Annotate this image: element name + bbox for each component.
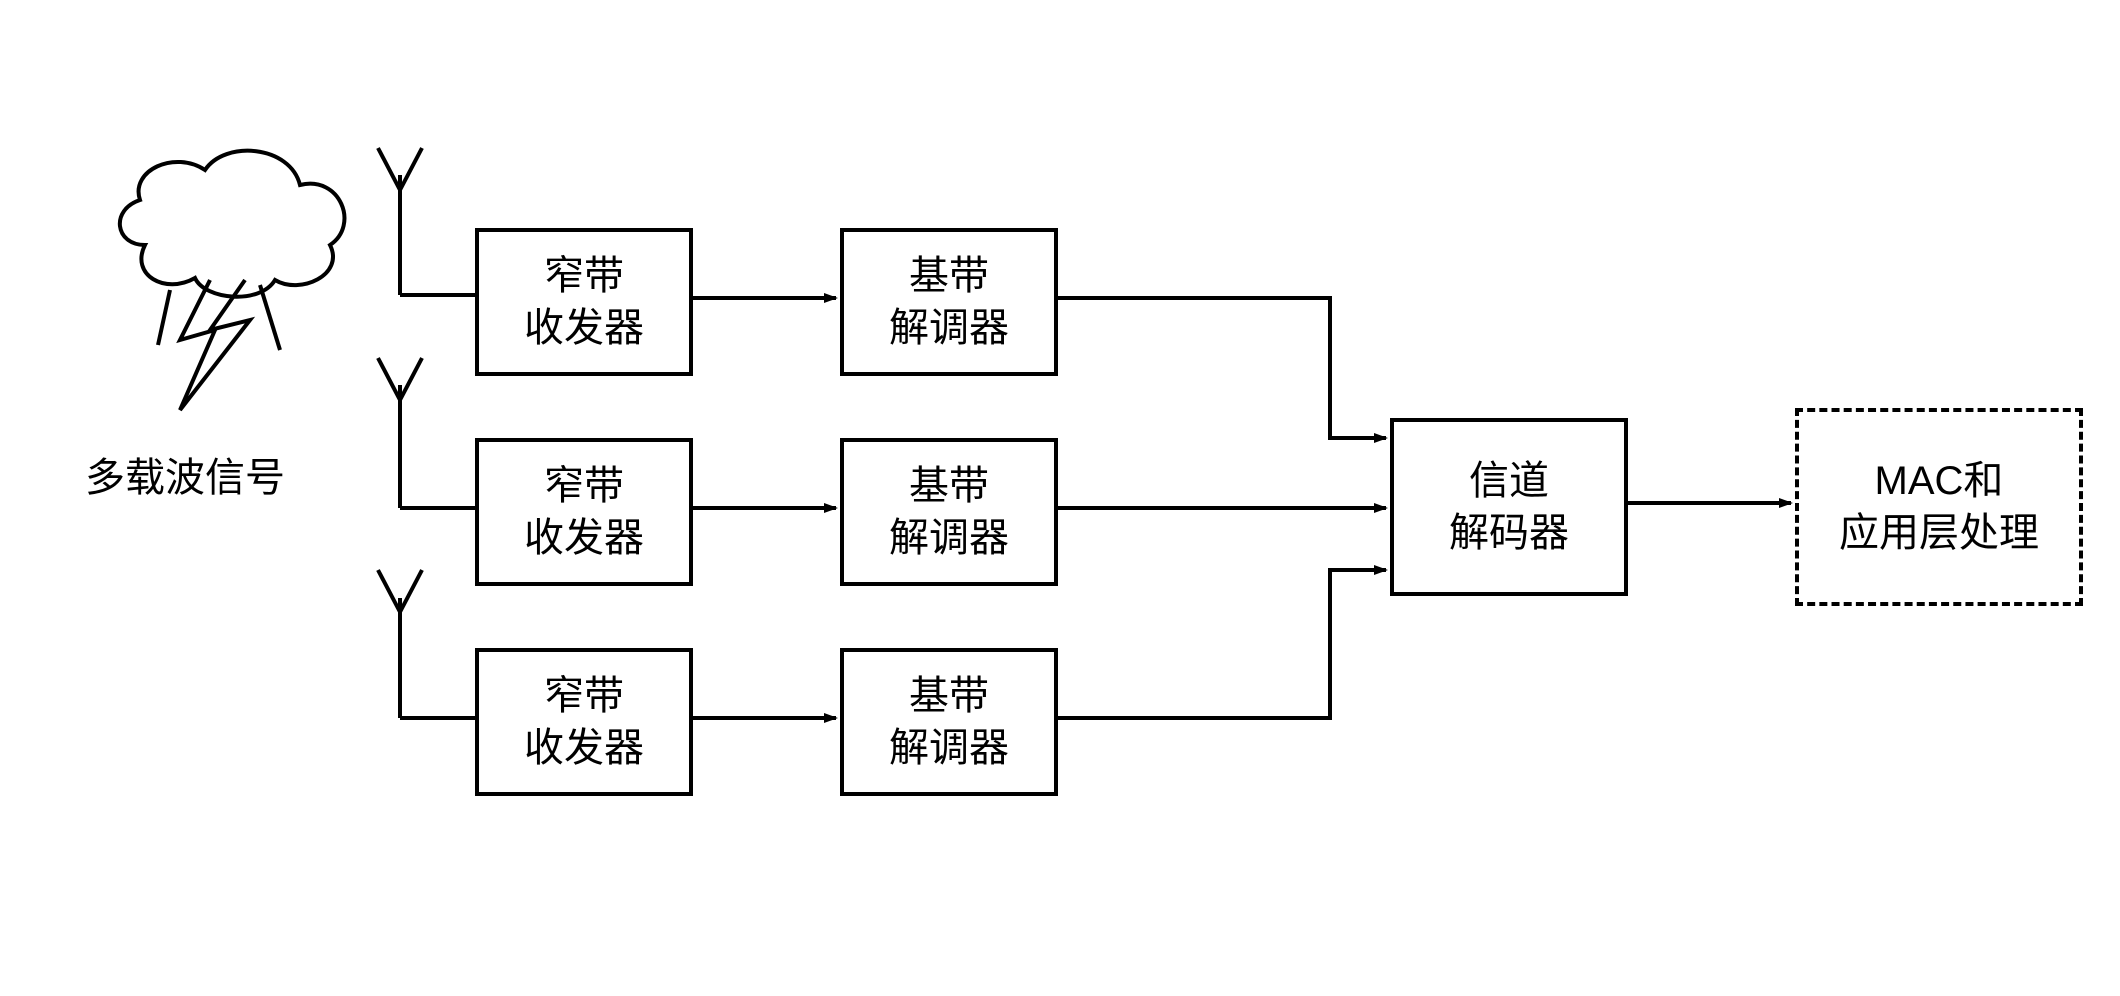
antenna-1-icon <box>378 148 475 295</box>
transceiver-box-1: 窄带 收发器 <box>475 228 693 376</box>
transceiver-box-3: 窄带 收发器 <box>475 648 693 796</box>
arrow-demod1-decoder <box>1054 298 1386 438</box>
decoder-box: 信道 解码器 <box>1390 418 1628 596</box>
decoder-line2: 解码器 <box>1449 507 1569 559</box>
transceiver-box-2: 窄带 收发器 <box>475 438 693 586</box>
mac-line1: MAC和 <box>1875 455 2004 507</box>
transceiver-3-line1: 窄带 <box>544 670 624 722</box>
decoder-line1: 信道 <box>1469 455 1549 507</box>
demod-1-line1: 基带 <box>909 250 989 302</box>
transceiver-3-line2: 收发器 <box>524 722 644 774</box>
lightning-icon <box>158 280 280 410</box>
antenna-2-icon <box>378 358 475 508</box>
transceiver-2-line1: 窄带 <box>544 460 624 512</box>
arrow-demod3-decoder <box>1054 570 1386 718</box>
transceiver-1-line1: 窄带 <box>544 250 624 302</box>
demod-3-line2: 解调器 <box>889 722 1009 774</box>
cloud-icon <box>120 151 345 297</box>
demod-2-line1: 基带 <box>909 460 989 512</box>
mac-line2: 应用层处理 <box>1839 507 2039 559</box>
demod-box-1: 基带 解调器 <box>840 228 1058 376</box>
diagram-canvas: 多载波信号 窄带 收发器 窄带 收发器 窄带 收发器 基带 解调器 基带 解调器… <box>0 0 2120 996</box>
demod-2-line2: 解调器 <box>889 512 1009 564</box>
demod-box-3: 基带 解调器 <box>840 648 1058 796</box>
demod-3-line1: 基带 <box>909 670 989 722</box>
signal-label: 多载波信号 <box>85 445 285 503</box>
demod-1-line2: 解调器 <box>889 302 1009 354</box>
antenna-3-icon <box>378 570 475 718</box>
transceiver-2-line2: 收发器 <box>524 512 644 564</box>
transceiver-1-line2: 收发器 <box>524 302 644 354</box>
mac-box: MAC和 应用层处理 <box>1795 408 2083 606</box>
demod-box-2: 基带 解调器 <box>840 438 1058 586</box>
